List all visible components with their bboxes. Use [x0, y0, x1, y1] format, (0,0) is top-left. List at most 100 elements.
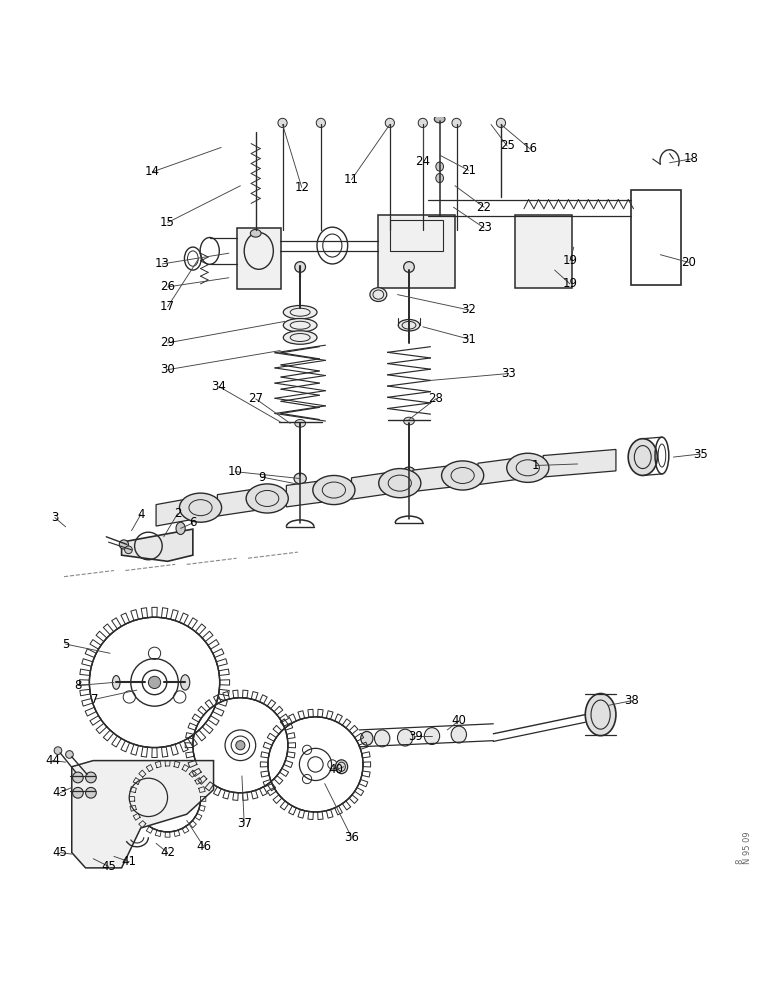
Polygon shape: [218, 488, 263, 516]
Ellipse shape: [124, 546, 132, 554]
Polygon shape: [413, 465, 459, 492]
Circle shape: [73, 787, 83, 798]
Ellipse shape: [418, 118, 428, 128]
Ellipse shape: [385, 118, 394, 128]
Text: 3: 3: [51, 511, 59, 524]
Ellipse shape: [283, 319, 317, 332]
Ellipse shape: [313, 475, 355, 505]
Polygon shape: [351, 472, 394, 499]
Text: 25: 25: [499, 139, 514, 152]
Text: 45: 45: [52, 846, 68, 859]
Text: 32: 32: [462, 303, 476, 316]
Ellipse shape: [496, 118, 506, 128]
Text: 40: 40: [329, 763, 344, 776]
Text: 16: 16: [523, 142, 537, 155]
Text: 31: 31: [462, 333, 476, 346]
Text: 34: 34: [212, 380, 226, 393]
Ellipse shape: [295, 420, 306, 427]
Text: 42: 42: [160, 846, 175, 859]
Text: 17: 17: [160, 300, 175, 313]
Text: 37: 37: [237, 817, 252, 830]
Text: 38: 38: [624, 694, 638, 707]
Ellipse shape: [278, 118, 287, 128]
Polygon shape: [121, 529, 193, 561]
Ellipse shape: [294, 473, 306, 484]
Text: 10: 10: [228, 465, 242, 478]
Text: 14: 14: [144, 165, 160, 178]
Ellipse shape: [585, 694, 616, 736]
Ellipse shape: [295, 262, 306, 272]
Ellipse shape: [246, 484, 288, 513]
Ellipse shape: [404, 262, 415, 272]
Ellipse shape: [436, 173, 443, 183]
Ellipse shape: [335, 760, 347, 774]
Text: 33: 33: [501, 367, 516, 380]
Circle shape: [86, 787, 96, 798]
Ellipse shape: [54, 747, 62, 754]
Ellipse shape: [403, 467, 415, 478]
Text: 1: 1: [532, 459, 539, 472]
Text: 35: 35: [692, 448, 708, 461]
Ellipse shape: [283, 305, 317, 319]
Ellipse shape: [404, 417, 415, 425]
Ellipse shape: [442, 461, 484, 490]
Bar: [236, 228, 281, 289]
Bar: [515, 215, 572, 288]
Text: 28: 28: [428, 392, 443, 405]
Bar: [390, 220, 443, 251]
Ellipse shape: [317, 118, 326, 128]
Text: 39: 39: [408, 730, 422, 743]
Polygon shape: [72, 761, 214, 868]
Text: 23: 23: [476, 221, 492, 234]
Polygon shape: [286, 479, 333, 507]
Text: 36: 36: [344, 831, 359, 844]
Text: 11: 11: [344, 173, 359, 186]
Ellipse shape: [179, 493, 222, 522]
Text: 19: 19: [563, 254, 577, 267]
Text: 44: 44: [45, 754, 60, 767]
Text: 45: 45: [101, 860, 116, 873]
Text: 15: 15: [160, 216, 175, 229]
Text: 29: 29: [160, 336, 175, 349]
Ellipse shape: [435, 115, 445, 123]
Ellipse shape: [250, 229, 261, 237]
Ellipse shape: [628, 439, 657, 475]
Text: 2: 2: [174, 507, 181, 520]
Text: 20: 20: [682, 256, 696, 269]
Ellipse shape: [379, 469, 421, 498]
Circle shape: [86, 772, 96, 783]
Ellipse shape: [113, 676, 120, 689]
Ellipse shape: [176, 522, 185, 534]
Text: 41: 41: [122, 855, 137, 868]
Bar: [631, 190, 681, 285]
Polygon shape: [478, 457, 524, 485]
Text: 30: 30: [160, 363, 175, 376]
Text: 8: 8: [74, 679, 82, 692]
Text: 26: 26: [160, 280, 175, 293]
Text: 9: 9: [258, 471, 266, 484]
Text: 43: 43: [52, 786, 68, 799]
Bar: [378, 215, 455, 288]
Polygon shape: [543, 449, 616, 477]
Ellipse shape: [283, 331, 317, 344]
Text: 19: 19: [563, 277, 577, 290]
Ellipse shape: [451, 726, 466, 743]
Circle shape: [160, 791, 175, 807]
Text: 12: 12: [294, 181, 310, 194]
Ellipse shape: [452, 118, 461, 128]
Circle shape: [148, 676, 161, 689]
Ellipse shape: [436, 162, 443, 171]
Circle shape: [73, 772, 83, 783]
Ellipse shape: [361, 731, 373, 745]
Ellipse shape: [398, 320, 420, 331]
Text: 22: 22: [476, 201, 492, 214]
Text: 24: 24: [415, 155, 430, 168]
Ellipse shape: [374, 730, 390, 747]
Text: 8: 8: [736, 859, 745, 864]
Text: 13: 13: [154, 257, 170, 270]
Ellipse shape: [425, 728, 439, 744]
Circle shape: [235, 741, 245, 750]
Ellipse shape: [398, 729, 413, 746]
Ellipse shape: [506, 453, 549, 482]
Text: 40: 40: [452, 714, 466, 727]
